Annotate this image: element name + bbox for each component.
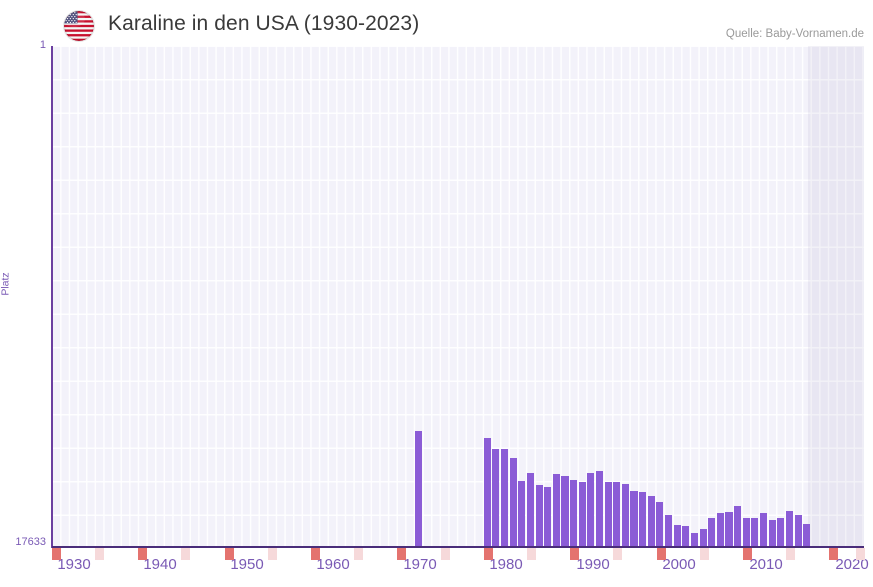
- tick-marker-15: [700, 548, 709, 560]
- bar-2012[interactable]: [742, 518, 750, 548]
- tick-marker-8: [397, 548, 406, 560]
- chart-header: Karaline in den USA (1930-2023) Quelle: …: [0, 0, 873, 46]
- bar-2007[interactable]: [699, 529, 707, 548]
- bar-1989[interactable]: [544, 487, 552, 548]
- tick-marker-11: [527, 548, 536, 560]
- bar-1998[interactable]: [621, 484, 629, 548]
- x-axis-line: [52, 546, 864, 548]
- tick-marker-17: [786, 548, 795, 560]
- x-tick-1990: 1990: [576, 556, 610, 573]
- bar-1990[interactable]: [552, 474, 560, 548]
- bar-2000[interactable]: [639, 492, 647, 548]
- grid-lines: [52, 46, 864, 548]
- tick-marker-18: [829, 548, 838, 560]
- tick-marker-0: [52, 548, 61, 560]
- x-tick-1970: 1970: [403, 556, 437, 573]
- bar-1999[interactable]: [630, 491, 638, 548]
- bar-1982[interactable]: [483, 438, 491, 548]
- bar-series: [52, 46, 864, 548]
- bar-1974[interactable]: [414, 431, 422, 548]
- bar-2003[interactable]: [665, 515, 673, 548]
- tick-marker-13: [613, 548, 622, 560]
- bar-2008[interactable]: [708, 518, 716, 548]
- tick-marker-19: [856, 548, 865, 560]
- shaded-future-region: [808, 46, 864, 548]
- bar-1997[interactable]: [613, 482, 621, 548]
- y-axis-title: Platz: [0, 272, 12, 296]
- y-axis-bottom-label: 17633: [15, 536, 46, 548]
- y-axis-top-label: 1: [39, 39, 46, 51]
- bar-2005[interactable]: [682, 526, 690, 548]
- plot-area: [52, 46, 864, 548]
- bar-1984[interactable]: [500, 449, 509, 548]
- bar-2010[interactable]: [725, 512, 733, 548]
- tick-marker-2: [138, 548, 147, 560]
- x-tick-1940: 1940: [143, 556, 177, 573]
- bar-2004[interactable]: [673, 525, 681, 548]
- x-tick-1950: 1950: [230, 556, 264, 573]
- x-tick-1980: 1980: [489, 556, 523, 573]
- tick-marker-4: [225, 548, 234, 560]
- x-tick-1930: 1930: [57, 556, 91, 573]
- bar-2018[interactable]: [794, 515, 802, 548]
- tick-marker-7: [354, 548, 363, 560]
- source-attribution: Quelle: Baby-Vornamen.de: [725, 28, 864, 40]
- bar-2014[interactable]: [759, 513, 768, 548]
- tick-marker-16: [743, 548, 752, 560]
- tick-marker-14: [657, 548, 666, 560]
- bar-2009[interactable]: [716, 513, 724, 548]
- bar-1994[interactable]: [587, 473, 595, 548]
- y-axis-line: [51, 46, 53, 548]
- bar-1991[interactable]: [561, 476, 569, 548]
- bar-2002[interactable]: [656, 502, 664, 548]
- x-tick-2020: 2020: [835, 556, 869, 573]
- tick-marker-6: [311, 548, 320, 560]
- bar-1996[interactable]: [604, 482, 612, 548]
- x-tick-1960: 1960: [316, 556, 350, 573]
- bar-1986[interactable]: [518, 481, 526, 548]
- usa-flag-icon: [64, 11, 94, 41]
- tick-marker-1: [95, 548, 104, 560]
- bar-1985[interactable]: [509, 458, 517, 548]
- bar-2006[interactable]: [690, 533, 699, 548]
- bar-2001[interactable]: [647, 496, 655, 548]
- bar-1988[interactable]: [535, 485, 543, 548]
- bar-1995[interactable]: [595, 471, 604, 548]
- bar-2016[interactable]: [777, 518, 785, 548]
- tick-marker-9: [441, 548, 450, 560]
- bar-2015[interactable]: [768, 520, 776, 548]
- bar-2013[interactable]: [751, 518, 759, 548]
- bar-2019[interactable]: [803, 524, 811, 548]
- bar-2017[interactable]: [785, 511, 793, 548]
- bar-2011[interactable]: [734, 506, 742, 548]
- page-title: Karaline in den USA (1930-2023): [108, 12, 420, 35]
- tick-marker-5: [268, 548, 277, 560]
- tick-marker-10: [484, 548, 493, 560]
- bar-1983[interactable]: [492, 449, 500, 548]
- bar-1993[interactable]: [578, 482, 586, 548]
- bar-1992[interactable]: [570, 480, 578, 548]
- tick-marker-3: [181, 548, 190, 560]
- bar-1987[interactable]: [526, 473, 534, 548]
- x-tick-2000: 2000: [662, 556, 696, 573]
- tick-marker-12: [570, 548, 579, 560]
- x-tick-2010: 2010: [749, 556, 783, 573]
